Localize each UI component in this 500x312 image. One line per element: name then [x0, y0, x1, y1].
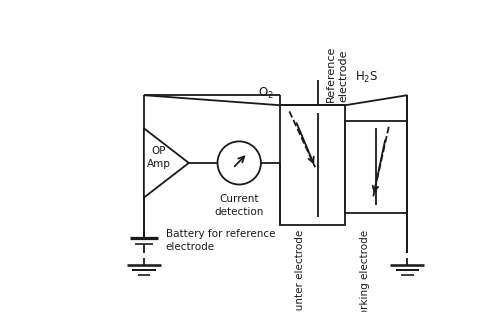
Bar: [346, 121, 408, 213]
Circle shape: [218, 141, 261, 184]
Text: Current
detection: Current detection: [214, 194, 264, 217]
Text: H$_2$S: H$_2$S: [356, 70, 378, 85]
Polygon shape: [144, 128, 189, 197]
Text: OP
Amp: OP Amp: [147, 146, 171, 169]
Text: Battery for reference
electrode: Battery for reference electrode: [166, 229, 275, 252]
Text: Working electrode: Working electrode: [360, 230, 370, 312]
Text: Reference
electrode: Reference electrode: [326, 45, 348, 101]
Text: Counter electrode: Counter electrode: [296, 230, 306, 312]
Bar: [280, 105, 345, 225]
Text: O$_2$: O$_2$: [258, 85, 274, 100]
